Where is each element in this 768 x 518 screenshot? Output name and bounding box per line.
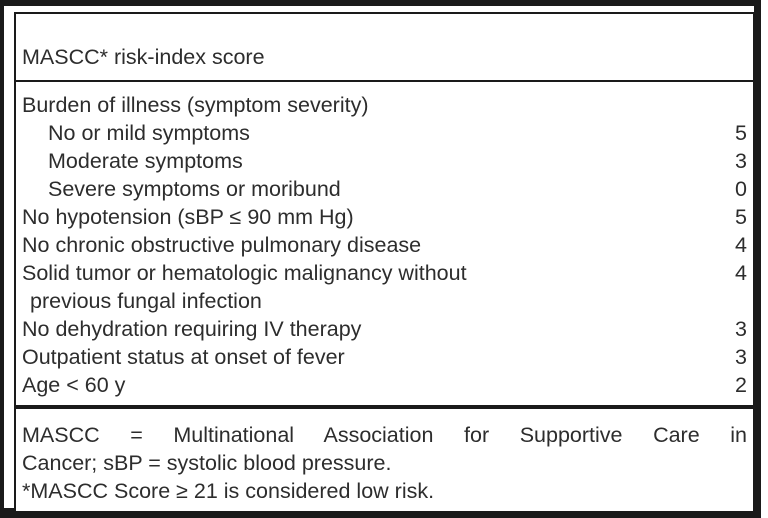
row-label: Solid tumor or hematologic malignancy wi…: [22, 261, 467, 285]
table-row: Moderate symptoms 3: [22, 147, 747, 175]
table-row: Severe symptoms or moribund 0: [22, 175, 747, 203]
table-header: MASCC* risk-index score: [16, 14, 753, 82]
row-score: 3: [735, 149, 747, 173]
footnote-line-3: *MASCC Score ≥ 21 is considered low risk…: [22, 479, 435, 503]
footnote-line-1: MASCC = Multinational Association for Su…: [22, 423, 747, 447]
score-table-body: Burden of illness (symptom severity) No …: [16, 82, 753, 405]
table-row: previous fungal infection: [22, 287, 747, 315]
row-label: Outpatient status at onset of fever: [22, 345, 345, 369]
table-row: Burden of illness (symptom severity): [22, 91, 747, 119]
row-score: 0: [735, 177, 747, 201]
row-label: No or mild symptoms: [48, 121, 250, 145]
row-label: previous fungal infection: [30, 289, 262, 313]
row-label: Severe symptoms or moribund: [48, 177, 341, 201]
row-score: 3: [735, 317, 747, 341]
row-label: No chronic obstructive pulmonary disease: [22, 233, 422, 257]
row-score: 5: [735, 121, 747, 145]
row-score: 5: [735, 205, 747, 229]
row-label: No dehydration requiring IV therapy: [22, 317, 362, 341]
table-row: No chronic obstructive pulmonary disease…: [22, 231, 747, 259]
footnote-line-2: Cancer; sBP = systolic blood pressure.: [22, 451, 392, 475]
score-table: MASCC* risk-index score Burden of illnes…: [14, 12, 755, 513]
row-score: 4: [735, 261, 747, 285]
table-row: Outpatient status at onset of fever 3: [22, 343, 747, 371]
row-score: 2: [735, 373, 747, 397]
table-row: No hypotension (sBP ≤ 90 mm Hg) 5: [22, 203, 747, 231]
row-score: 3: [735, 345, 747, 369]
table-footnote: MASCC = Multinational Association for Su…: [16, 405, 753, 511]
row-label: Burden of illness (symptom severity): [22, 93, 369, 117]
table-row: No or mild symptoms 5: [22, 119, 747, 147]
row-score: 4: [735, 233, 747, 257]
table-row: Age < 60 y 2: [22, 371, 747, 399]
table-row: No dehydration requiring IV therapy 3: [22, 315, 747, 343]
row-label: Age < 60 y: [22, 373, 126, 397]
table-row: Solid tumor or hematologic malignancy wi…: [22, 259, 747, 287]
row-label: Moderate symptoms: [48, 149, 243, 173]
table-title: MASCC* risk-index score: [22, 45, 265, 69]
row-label: No hypotension (sBP ≤ 90 mm Hg): [22, 205, 354, 229]
